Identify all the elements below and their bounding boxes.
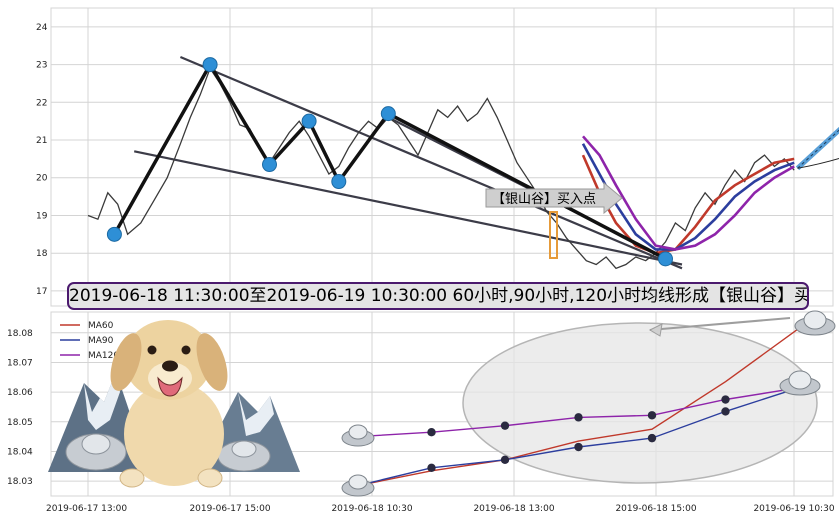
dog-illustration [48,320,300,488]
x-tick: 2019-06-19 10:30 [753,504,834,514]
ma-point [500,455,510,464]
ma-point [721,407,730,416]
ma-y-tick: 18.06 [7,388,33,398]
pattern-path [106,57,673,267]
projection-dash [797,129,839,169]
ma-point [574,413,583,422]
legend-ma90: MA90 [88,336,114,346]
pattern-marker [106,226,122,242]
pattern-marker [380,106,396,122]
x-axis: 2019-06-17 13:00 2019-06-17 15:00 2019-06-… [46,504,835,514]
legend: MA60 MA90 MA120 [60,321,119,361]
price-y-tick: 21 [36,136,47,146]
legend-ma120: MA120 [88,351,119,361]
price-y-tick: 20 [36,174,48,184]
x-tick: 2019-06-17 15:00 [189,504,270,514]
ma-y-tick: 18.03 [7,477,33,487]
ma-point [574,442,583,452]
ma-point [647,433,657,443]
price-y-tick: 23 [36,61,47,71]
ma-y-tick: 18.07 [7,358,33,368]
ma-panel: 18.03 18.04 18.05 18.06 18.07 18.08 2019-06-1… [7,310,836,514]
projection-arrow [795,126,839,171]
pattern-marker [202,57,218,73]
x-tick: 2019-06-18 15:00 [615,504,696,514]
x-tick: 2019-06-18 13:00 [473,504,554,514]
ma-y-tick: 18.08 [7,329,33,339]
price-panel: 17 18 19 20 21 22 23 24 【银山谷】买入点 [36,7,839,307]
highlight-ellipse [462,322,818,484]
ma-point [427,463,436,473]
ma-y-tick: 18.05 [7,418,33,428]
ma-point [721,395,730,404]
pattern-marker [301,113,317,129]
pattern-marker [658,251,673,267]
price-y-tick: 22 [36,98,47,108]
ma-y-axis: 18.03 18.04 18.05 18.06 18.07 18.08 [7,329,33,487]
pattern-marker [331,174,347,190]
signal-banner: 2019-06-18 11:30:00至2019-06-19 10:30:00 … [67,282,809,310]
trendline [133,150,683,266]
pattern-marker [262,157,277,173]
ma-y-tick: 18.04 [7,447,33,457]
ingot-decorations [341,310,836,497]
trendline [179,55,683,270]
projection-arc [797,157,839,169]
ma-point [500,421,510,430]
ma-series [357,327,800,487]
price-y-tick: 24 [36,23,48,33]
x-tick: 2019-06-18 10:30 [331,504,412,514]
buy-point-callout-text: 【银山谷】买入点 [492,192,596,207]
ma-point [427,427,436,437]
legend-ma60: MA60 [88,321,114,331]
price-ma120-line [582,135,795,251]
price-y-tick: 17 [36,287,47,297]
x-tick: 2019-06-17 13:00 [46,504,127,514]
price-y-tick: 19 [36,211,48,221]
buy-point-callout: 【银山谷】买入点 [485,181,623,259]
price-y-axis: 17 18 19 20 21 22 23 24 [36,23,48,297]
price-y-tick: 18 [36,249,48,259]
ma-point [647,411,657,420]
price-ma60-line [581,154,795,255]
